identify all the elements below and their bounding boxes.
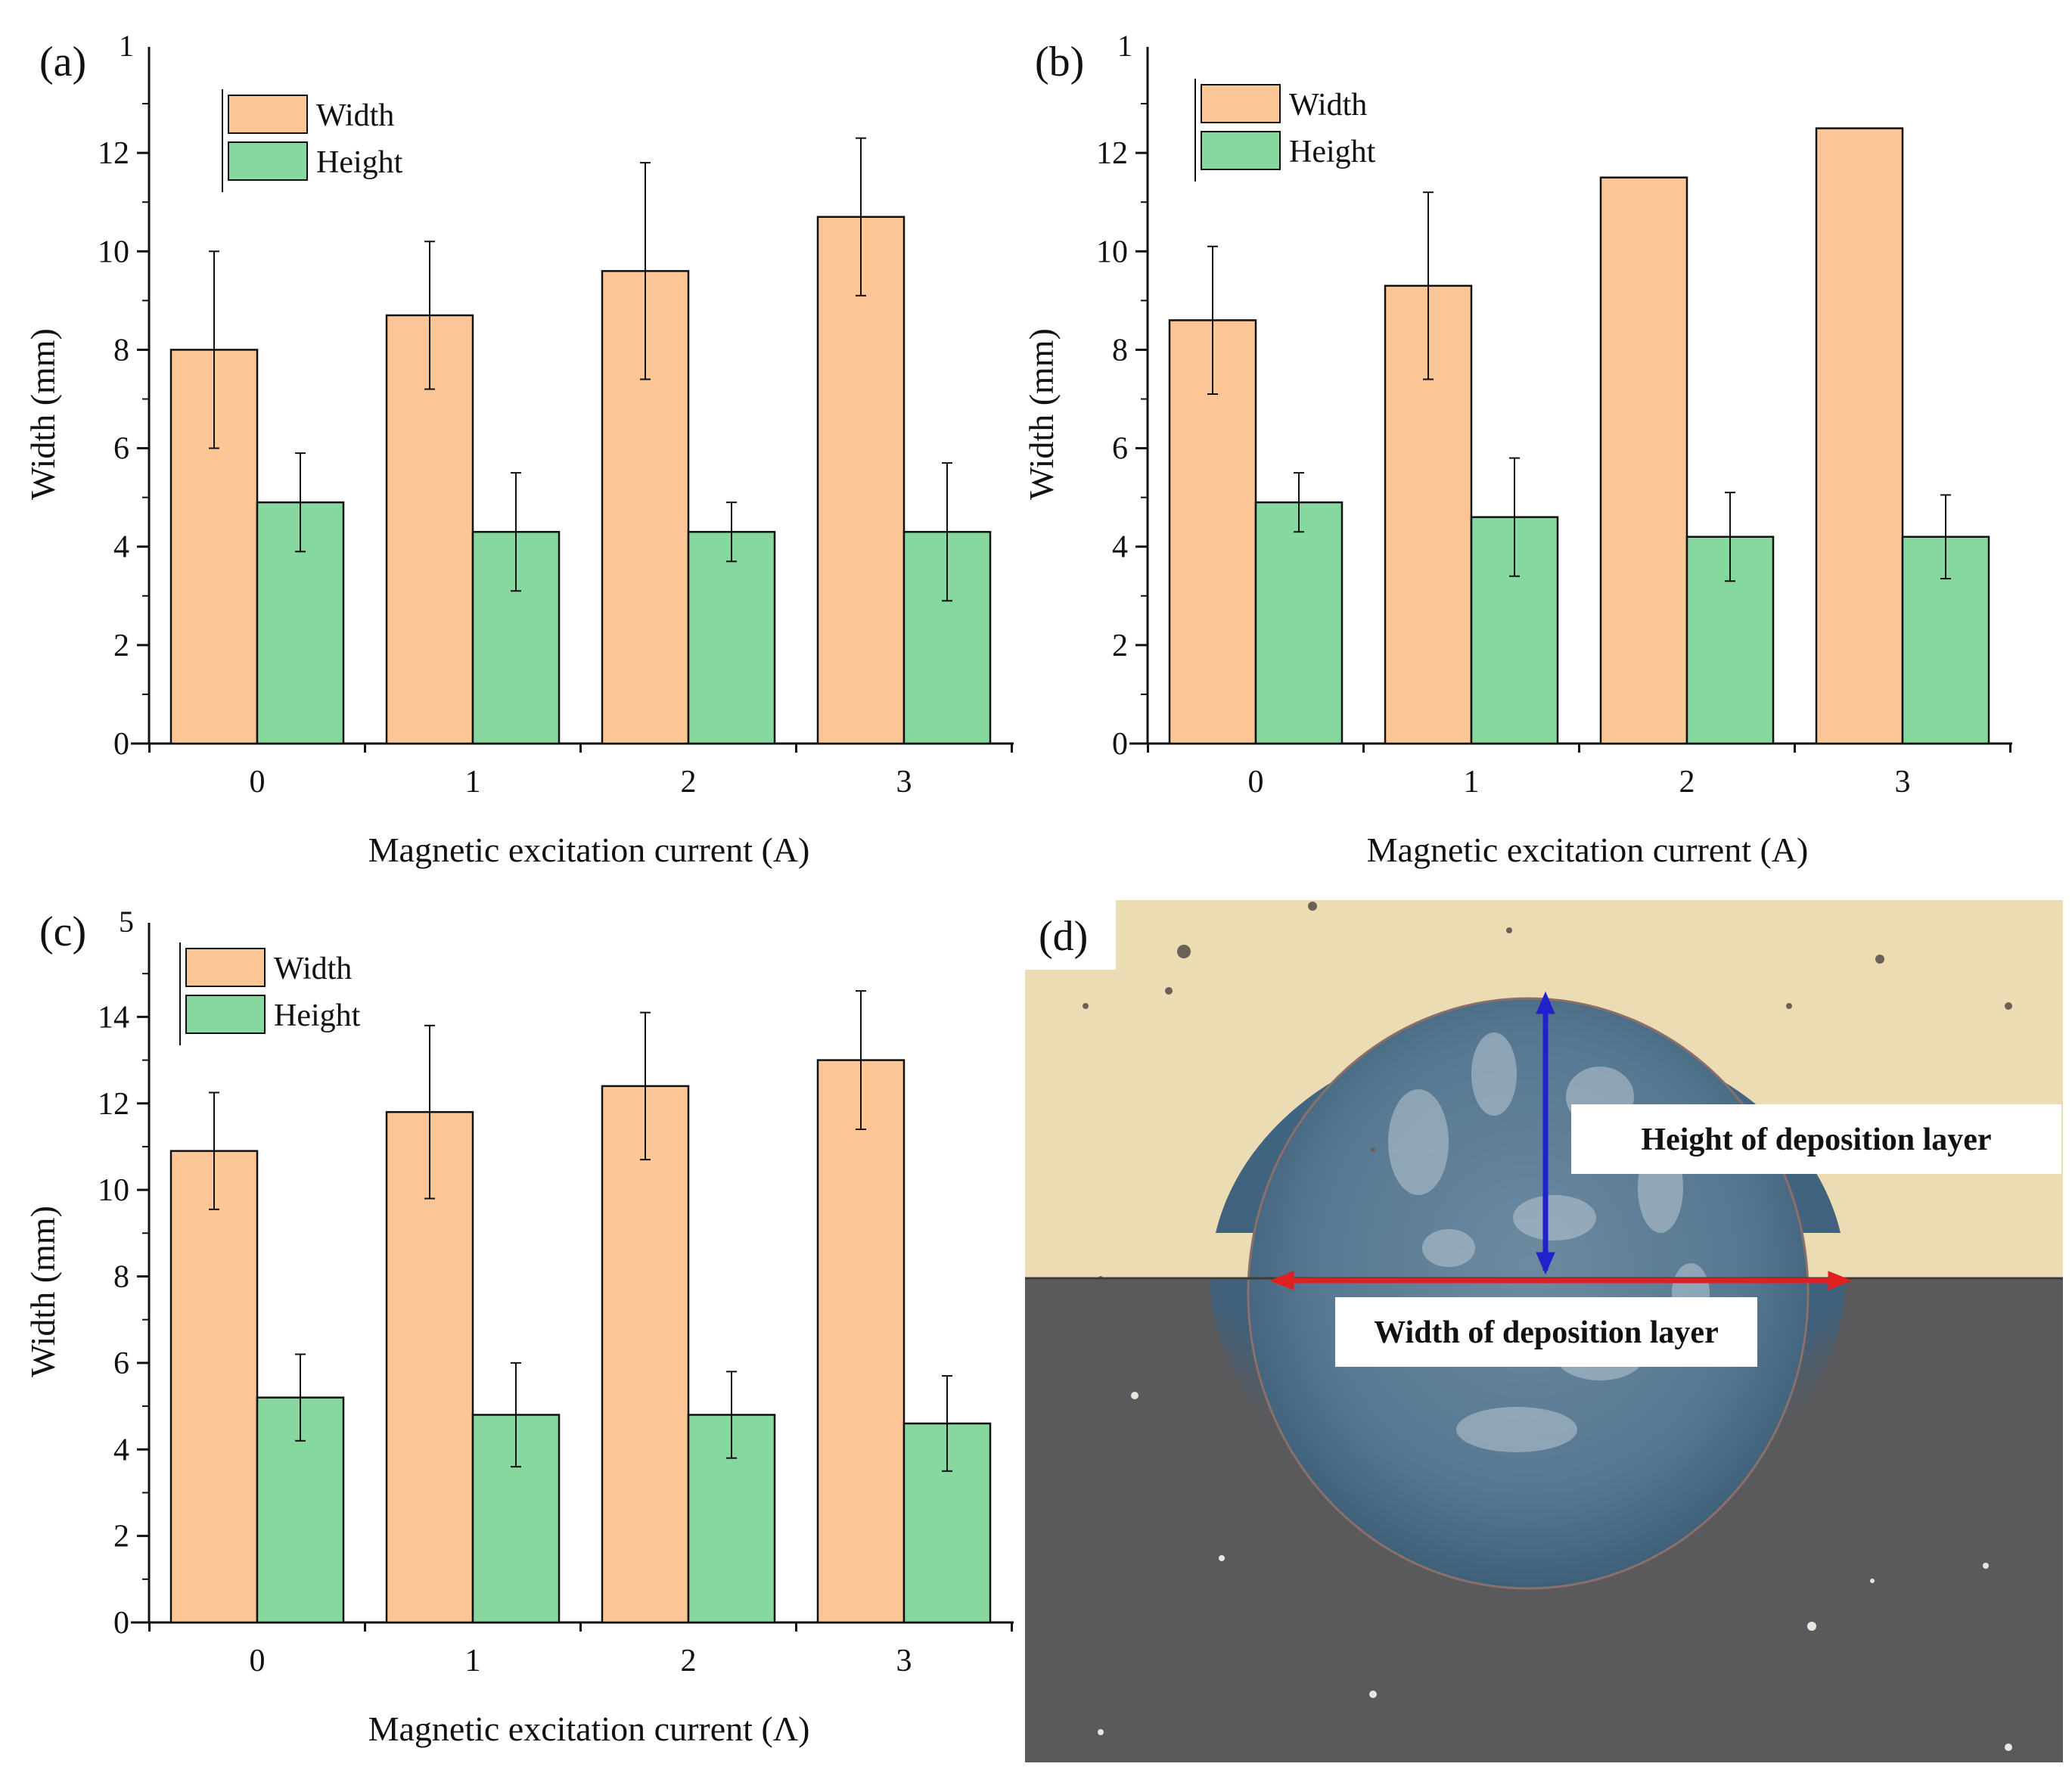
y-tick-label: 0 xyxy=(1112,727,1128,762)
y-tick-label: 12 xyxy=(1096,136,1128,171)
x-tick-label: 2 xyxy=(681,1644,697,1678)
width-arrow xyxy=(1269,1271,1853,1290)
y-tick-label: 14 xyxy=(98,1000,129,1035)
y-axis-top-tick-label: 5 xyxy=(119,905,134,939)
legend-label-height: Height xyxy=(1289,135,1376,169)
x-tick-label: 0 xyxy=(250,1644,266,1678)
y-axis-title: Width (mm) xyxy=(1029,328,1061,500)
y-tick-label: 10 xyxy=(98,1173,129,1208)
width-bar-3 xyxy=(816,1059,906,1624)
x-tick-label: 2 xyxy=(1679,765,1695,800)
y-axis-top-tick-label: 1 xyxy=(1117,29,1132,63)
x-tick-label: 0 xyxy=(1248,765,1264,800)
background-dots xyxy=(1083,902,2012,1281)
y-tick-label: 6 xyxy=(113,1346,129,1381)
y-tick-label: 8 xyxy=(1112,333,1128,368)
width-label-box xyxy=(1335,1297,1757,1367)
legend-swatch-width xyxy=(1201,84,1281,123)
y-tick-label: 2 xyxy=(113,1520,129,1554)
photo-panel-d: Height of deposition layer Width of depo… xyxy=(1025,900,2063,1762)
legend-label-width: Width xyxy=(274,952,352,986)
panel-label: (a) xyxy=(39,39,86,85)
y-tick-label: 10 xyxy=(1096,234,1128,269)
legend: Width Height xyxy=(1194,79,1376,182)
y-axis-title: Width (mm) xyxy=(23,1206,62,1377)
y-tick-label: 2 xyxy=(1112,629,1128,663)
height-bar-0 xyxy=(1254,501,1344,745)
height-bar-2 xyxy=(687,530,776,745)
legend-swatch-width xyxy=(228,95,308,134)
x-tick-label: 0 xyxy=(250,765,266,800)
y-axis-title: Width (mm) xyxy=(23,328,62,500)
y-tick-label: 4 xyxy=(113,530,129,565)
legend-swatch-height xyxy=(228,141,308,181)
y-tick-label: 2 xyxy=(113,629,129,663)
y-tick-label: 4 xyxy=(1112,530,1128,565)
legend-swatch-height xyxy=(185,995,266,1034)
x-tick-label: 3 xyxy=(896,1644,912,1678)
substrate-dots xyxy=(1098,1392,2012,1751)
x-tick-label: 3 xyxy=(896,765,912,800)
y-tick-label: 4 xyxy=(113,1433,129,1467)
panel-label-d: (d) xyxy=(1039,913,1088,960)
y-tick-label: 8 xyxy=(113,333,129,368)
width-bar-3 xyxy=(1815,127,1904,745)
x-tick-label: 1 xyxy=(465,1644,481,1678)
panel-label: (b) xyxy=(1035,39,1084,85)
width-bar-0 xyxy=(169,1150,259,1624)
panel-label-box-d xyxy=(1025,900,1116,970)
x-tick-label: 1 xyxy=(465,765,481,800)
width-bar-2 xyxy=(1599,176,1688,745)
legend-label-width: Width xyxy=(1289,88,1367,123)
width-bar-3 xyxy=(816,216,906,745)
y-tick-label: 0 xyxy=(113,727,129,762)
legend-label-width: Width xyxy=(316,98,394,133)
height-of-deposition-layer-label: Height of deposition layer xyxy=(1641,1122,1991,1157)
y-tick-label: 6 xyxy=(1112,432,1128,467)
y-axis-top-tick-label: 1 xyxy=(119,29,134,63)
deposition-layer xyxy=(1247,997,1810,1590)
y-tick-label: 8 xyxy=(113,1260,129,1295)
x-axis-title: Magnetic excitation current (A) xyxy=(1367,831,1809,869)
legend: Width Height xyxy=(179,942,361,1045)
y-tick-label: 6 xyxy=(113,432,129,467)
height-arrow xyxy=(1536,991,1555,1275)
width-bar-2 xyxy=(601,1085,690,1624)
x-tick-label: 2 xyxy=(681,765,697,800)
legend-swatch-width xyxy=(185,948,266,987)
y-tick-label: 12 xyxy=(98,136,129,171)
y-tick-label: 10 xyxy=(98,234,129,269)
photo-scene: Height of deposition layer Width of depo… xyxy=(1025,900,2063,1762)
panel-label: (c) xyxy=(39,908,86,955)
width-of-deposition-layer-label: Width of deposition layer xyxy=(1374,1315,1718,1350)
y-tick-label: 0 xyxy=(113,1606,129,1641)
height-label-box xyxy=(1571,1104,2061,1174)
x-axis-title: Magnetic excitation current (A) xyxy=(368,831,810,869)
x-axis-title: Magnetic excitation current (Λ) xyxy=(368,1709,810,1748)
y-tick-label: 12 xyxy=(98,1087,129,1122)
legend-swatch-height xyxy=(1201,131,1281,170)
legend: Width Height xyxy=(222,89,403,192)
legend-label-height: Height xyxy=(274,998,361,1033)
x-tick-label: 3 xyxy=(1895,765,1911,800)
x-tick-label: 1 xyxy=(1464,765,1480,800)
legend-label-height: Height xyxy=(316,145,403,180)
